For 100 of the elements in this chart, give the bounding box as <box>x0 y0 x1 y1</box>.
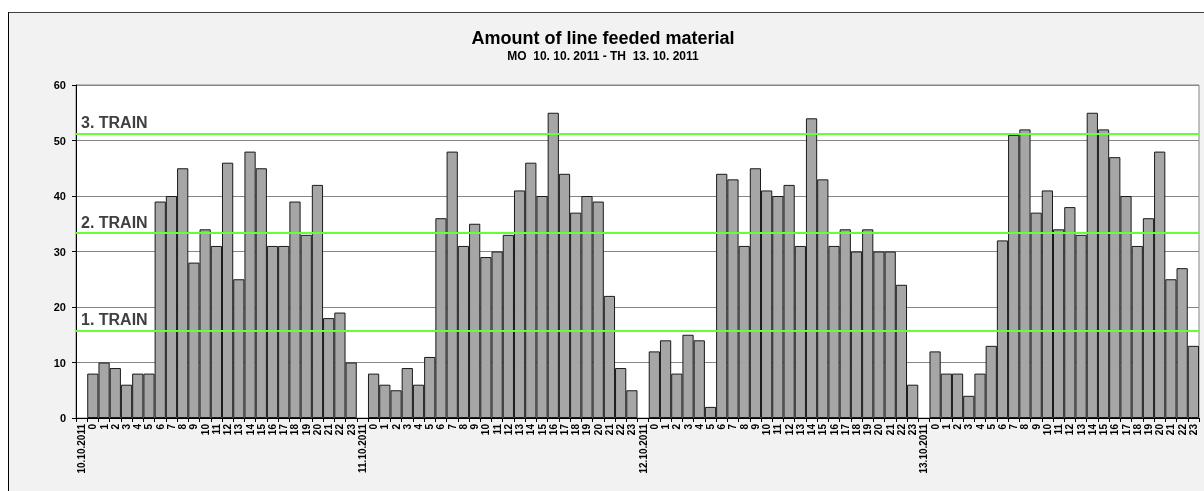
x-tick-label: 0 <box>648 423 660 430</box>
x-tick-label: 11 <box>772 423 784 435</box>
x-tick-label: 1 <box>379 423 391 430</box>
x-tick-label: 11 <box>491 423 503 435</box>
x-tick-label: 4 <box>693 423 705 430</box>
x-tick-label: 16 <box>547 423 559 436</box>
x-tick-label: 16 <box>267 423 279 436</box>
x-tick-label: 9 <box>1030 423 1042 430</box>
x-tick-label: 22 <box>895 423 907 436</box>
ref-line-label: 3. TRAIN <box>81 113 148 131</box>
x-tick-label: 5 <box>143 423 155 430</box>
x-tick-label: 8 <box>738 423 750 430</box>
x-tick-label: 4 <box>132 423 144 430</box>
x-tick-label: 23 <box>907 423 919 436</box>
x-tick-label: 9 <box>749 423 761 430</box>
x-tick-label: 5 <box>985 423 997 430</box>
y-tick-label: 60 <box>53 79 66 91</box>
x-tick-label: 17 <box>278 423 290 436</box>
x-tick-label: 0 <box>368 423 380 430</box>
y-tick-label: 50 <box>53 134 66 147</box>
x-tick-label: 6 <box>996 423 1008 430</box>
x-tick-label: 3 <box>121 423 133 430</box>
x-tick-label: 6 <box>154 423 166 430</box>
x-tick-label: 21 <box>603 423 615 436</box>
y-tick-label: 20 <box>53 301 66 313</box>
x-tick-label: 20 <box>873 423 885 436</box>
x-tick-label: 14 <box>244 423 256 436</box>
x-tick-label: 18 <box>1131 423 1143 436</box>
x-tick-label: 1 <box>940 423 952 430</box>
x-tick-label: 13.10.2011 <box>918 423 930 474</box>
x-tick-label: 22 <box>1176 423 1188 436</box>
y-tick-label: 30 <box>53 245 66 258</box>
x-tick-label: 3 <box>401 423 413 430</box>
x-tick-label: 22 <box>615 423 627 436</box>
x-tick-label: 5 <box>424 423 436 430</box>
x-tick-label: 17 <box>1120 423 1132 436</box>
x-tick-label: 16 <box>1109 423 1121 436</box>
chart-title: Amount of line feeded material <box>471 28 735 48</box>
y-tick-label: 10 <box>53 356 66 369</box>
x-tick-label: 22 <box>334 423 346 436</box>
x-tick-label: 16 <box>828 423 840 436</box>
x-tick-label: 4 <box>413 423 425 430</box>
x-tick-label: 8 <box>1019 423 1031 430</box>
x-tick-label: 21 <box>884 423 896 436</box>
x-tick-label: 12 <box>783 423 795 436</box>
x-tick-label: 19 <box>1142 423 1154 436</box>
x-tick-label: 11.10.2011 <box>356 423 368 473</box>
x-tick-label: 12 <box>502 423 514 436</box>
x-tick-label: 10 <box>199 423 211 436</box>
y-tick-label: 40 <box>53 190 66 202</box>
x-tick-label: 13 <box>1075 423 1087 436</box>
x-tick-label: 2 <box>671 423 683 430</box>
x-tick-label: 8 <box>457 423 469 430</box>
x-tick-label: 18 <box>850 423 862 436</box>
x-tick-label: 11 <box>210 423 222 435</box>
x-tick-label: 19 <box>300 423 312 436</box>
x-tick-label: 17 <box>839 423 851 436</box>
x-tick-label: 21 <box>323 423 335 436</box>
x-tick-label: 20 <box>311 423 323 436</box>
chart-subtitle: MO 10. 10. 2011 - TH 13. 10. 2011 <box>507 49 700 63</box>
ref-line-label: 1. TRAIN <box>81 311 148 329</box>
x-tick-label: 17 <box>559 423 571 436</box>
x-tick-label: 12 <box>222 423 234 436</box>
x-tick-label: 14 <box>1086 423 1098 436</box>
x-tick-label: 10 <box>761 423 773 436</box>
x-tick-label: 7 <box>165 423 177 430</box>
x-tick-label: 15 <box>817 423 829 436</box>
x-tick-label: 13 <box>514 423 526 436</box>
x-tick-label: 2 <box>390 423 402 430</box>
x-tick-label: 0 <box>87 423 99 430</box>
x-tick-label: 21 <box>1165 423 1177 436</box>
x-tick-label: 18 <box>289 423 301 436</box>
x-tick-label: 23 <box>1187 423 1199 436</box>
x-tick-label: 3 <box>682 423 694 430</box>
x-tick-label: 20 <box>592 423 604 436</box>
x-tick-label: 15 <box>255 423 267 436</box>
x-tick-label: 10 <box>480 423 492 436</box>
x-tick-label: 7 <box>446 423 458 430</box>
x-tick-label: 2 <box>109 423 121 430</box>
x-tick-label: 19 <box>581 423 593 436</box>
x-tick-label: 4 <box>974 423 986 430</box>
x-tick-label: 13 <box>794 423 806 436</box>
x-tick-label: 18 <box>570 423 582 436</box>
x-tick-label: 8 <box>177 423 189 430</box>
x-tick-label: 9 <box>188 423 200 430</box>
x-tick-label: 20 <box>1154 423 1166 436</box>
x-tick-label: 12.10.2011 <box>637 423 649 474</box>
x-tick-label: 23 <box>345 423 357 436</box>
x-tick-label: 9 <box>469 423 481 430</box>
x-tick-label: 15 <box>536 423 548 436</box>
x-tick-label: 15 <box>1098 423 1110 436</box>
x-tick-label: 14 <box>806 423 818 436</box>
x-tick-label: 13 <box>233 423 245 436</box>
x-tick-label: 23 <box>626 423 638 436</box>
ref-line-label: 2. TRAIN <box>81 213 148 231</box>
x-tick-label: 3 <box>963 423 975 430</box>
x-tick-label: 7 <box>1008 423 1020 430</box>
x-tick-label: 10.10.2011 <box>76 423 88 474</box>
x-tick-label: 6 <box>435 423 447 430</box>
x-tick-label: 6 <box>716 423 728 430</box>
